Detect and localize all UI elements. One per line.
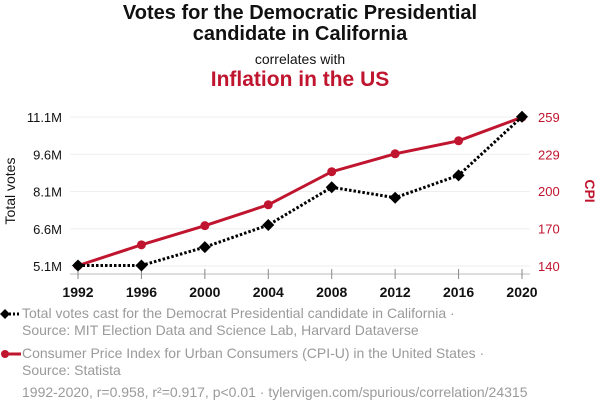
y-left-tick-label: 8.1M xyxy=(33,185,62,200)
chart-title: Votes for the Democratic Presidential ca… xyxy=(0,3,600,45)
y-right-tick-label: 259 xyxy=(538,110,560,125)
chart-title-line1: Votes for the Democratic Presidential xyxy=(122,2,478,24)
series-cpi-point xyxy=(390,149,400,159)
series-votes-line xyxy=(78,115,524,268)
x-tick-label: 2008 xyxy=(316,284,347,300)
y-left-tick-label: 11.1M xyxy=(27,110,62,125)
footer-stats: 1992-2020, r=0.958, r²=0.917, p<0.01 · t… xyxy=(22,384,528,400)
series-votes-point xyxy=(389,191,402,204)
legend-cpi-line2: Source: Statista xyxy=(22,362,121,378)
legend-votes-line2: Source: MIT Election Data and Science La… xyxy=(22,322,419,338)
legend-item-cpi: Consumer Price Index for Urban Consumers… xyxy=(1,345,485,379)
series-cpi-point xyxy=(263,200,273,210)
x-tick-label: 2004 xyxy=(253,284,284,300)
x-tick-label: 1996 xyxy=(126,284,157,300)
x-tick-label: 2012 xyxy=(380,284,411,300)
y-right-tick-label: 200 xyxy=(538,184,560,199)
series-cpi-point xyxy=(454,136,464,146)
legend-cpi-line1: Consumer Price Index for Urban Consumers… xyxy=(22,345,485,361)
y-left-tick-label: 5.1M xyxy=(33,259,62,274)
series-cpi-line xyxy=(77,115,523,268)
series-votes-point xyxy=(72,259,84,272)
legend-votes-line1: Total votes cast for the Democrat Presid… xyxy=(22,305,455,321)
axes: 5.1M 6.6M 8.1M 9.6M 11.1M 140 170 200 229 259 1992… xyxy=(27,110,560,300)
chart-second-title: Inflation in the US xyxy=(210,68,390,91)
y-left-tick-label: 9.6M xyxy=(33,147,62,162)
chart-title-line2: candidate in California xyxy=(192,23,408,45)
series-votes-point xyxy=(198,241,211,254)
series-votes-point xyxy=(452,169,465,182)
series-votes-point xyxy=(135,259,148,272)
chart-subtitle: correlates with xyxy=(254,51,346,67)
legend-item-votes: Total votes cast for the Democrat Presid… xyxy=(0,305,455,339)
series-votes-point xyxy=(325,181,338,194)
y-right-tick-label: 170 xyxy=(538,221,560,236)
y-right-tick-label: 229 xyxy=(538,148,560,163)
x-tick-label: 2000 xyxy=(189,284,220,300)
series-votes-point xyxy=(516,110,528,123)
y-left-tick-label: 6.6M xyxy=(33,222,62,237)
legend-swatch-dotted-diamond-icon xyxy=(0,309,21,319)
chart-plot: 5.1M 6.6M 8.1M 9.6M 11.1M 140 170 200 229 259 1992… xyxy=(2,110,598,300)
x-tick-label: 1992 xyxy=(62,284,93,300)
y-axis-right-label: CPI xyxy=(582,179,598,202)
y-right-tick-label: 140 xyxy=(538,259,560,274)
series-layer xyxy=(72,110,528,272)
series-cpi-point xyxy=(327,167,337,177)
series-cpi-point xyxy=(200,221,210,231)
series-cpi-point xyxy=(136,240,146,250)
x-tick-label: 2016 xyxy=(443,284,474,300)
legend-swatch-solid-circle-icon xyxy=(1,350,21,358)
grid-lines xyxy=(70,116,530,267)
x-tick-label: 2020 xyxy=(506,284,537,300)
y-axis-left-label: Total votes xyxy=(2,158,18,225)
series-votes-point xyxy=(262,219,275,232)
